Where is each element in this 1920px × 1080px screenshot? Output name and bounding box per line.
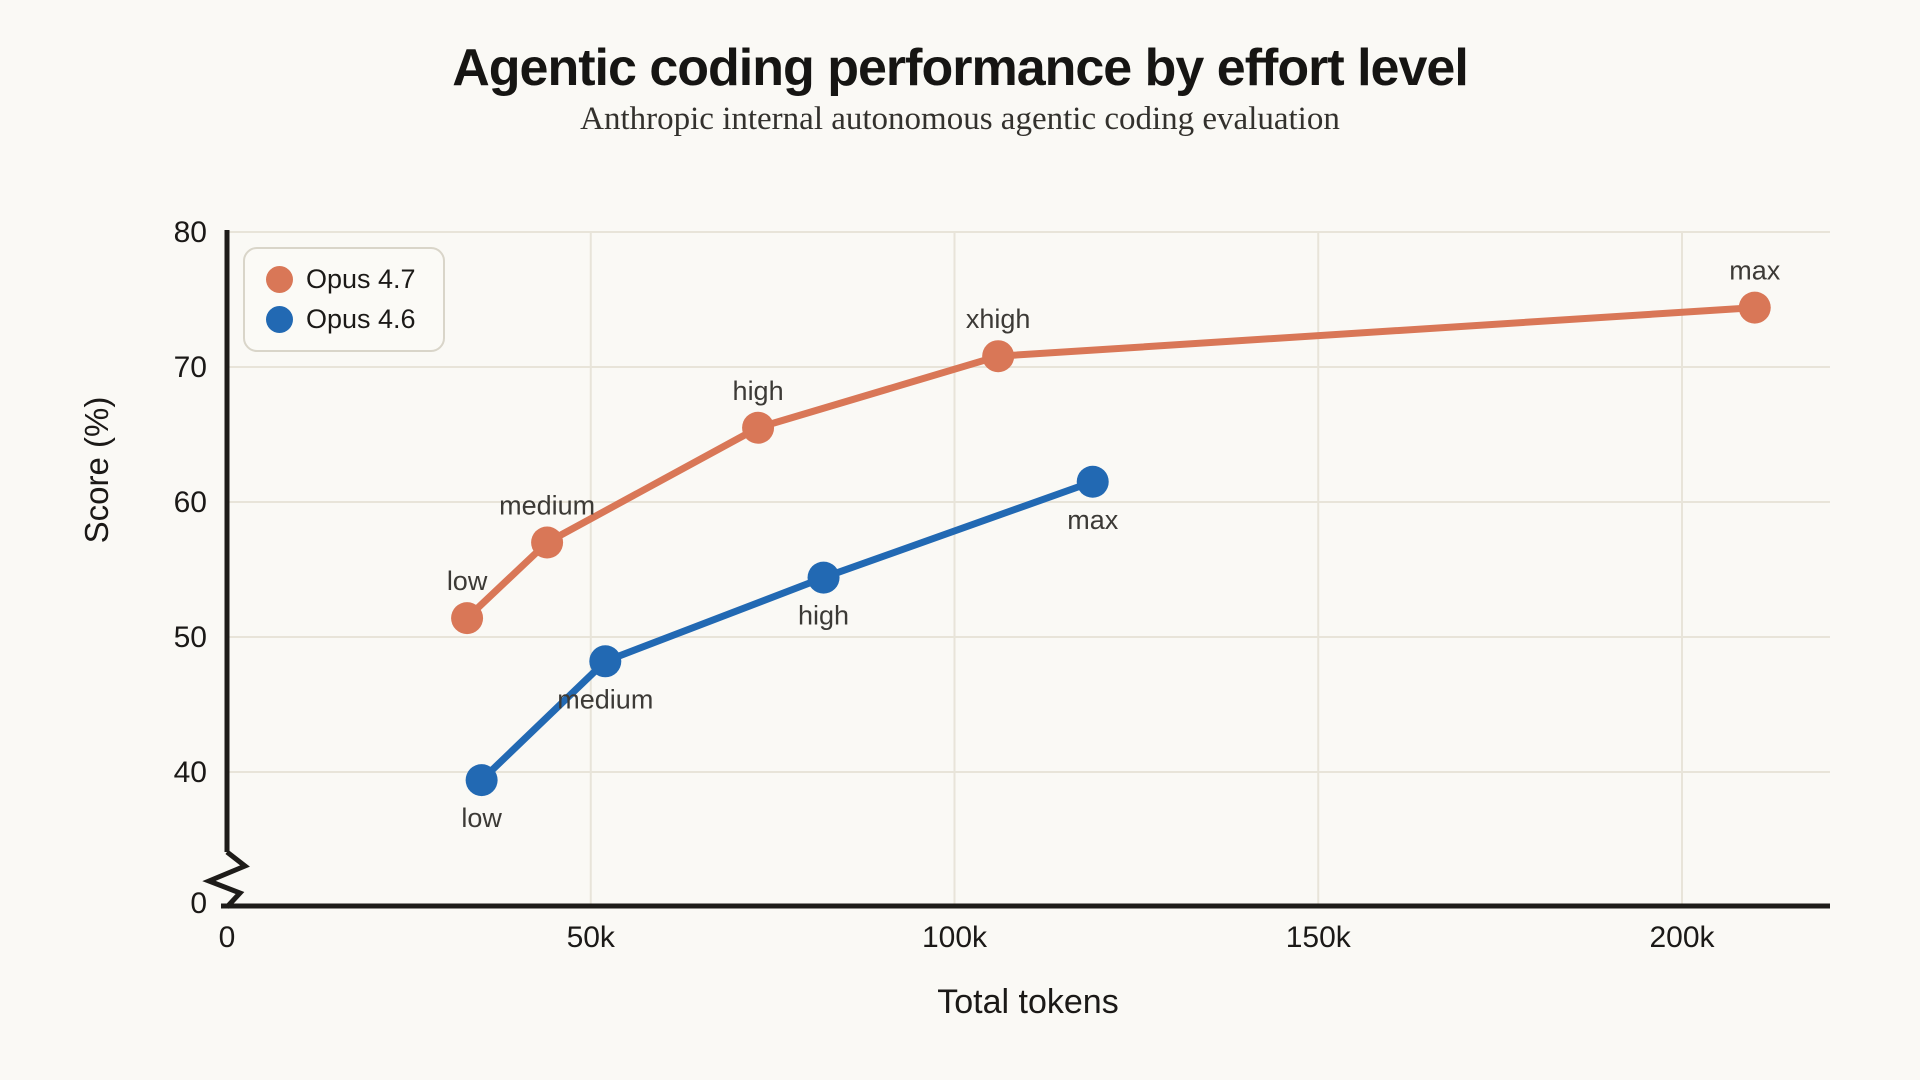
x-tick-label-0: 0 — [219, 921, 236, 954]
y-axis-break-icon — [202, 850, 250, 909]
point-opus-4-6-low — [465, 764, 498, 797]
y-axis-title: Score (%) — [78, 396, 115, 544]
y-tick-label-70: 70 — [174, 351, 207, 384]
legend-swatch-orange-icon — [266, 266, 293, 293]
x-tick-label-100k: 100k — [922, 921, 988, 954]
y-tick-label-60: 60 — [174, 486, 207, 519]
y-tick-label-80: 80 — [174, 216, 207, 249]
point-label-opus-4-7-high: high — [733, 376, 784, 406]
point-label-opus-4-7-max: max — [1729, 256, 1781, 286]
legend-item-opus-4-6: Opus 4.6 — [266, 304, 416, 335]
legend-label: Opus 4.7 — [306, 264, 416, 294]
series-line-opus-4-6 — [478, 478, 1097, 784]
x-axis-title: Total tokens — [937, 983, 1119, 1021]
legend: Opus 4.7 Opus 4.6 — [243, 247, 445, 352]
point-opus-4-7-xhigh — [982, 340, 1015, 373]
point-label-opus-4-7-low: low — [447, 566, 488, 596]
point-label-opus-4-7-xhigh: xhigh — [966, 304, 1031, 334]
point-label-opus-4-6-medium: medium — [557, 684, 653, 714]
point-label-opus-4-6-low: low — [461, 803, 502, 833]
point-label-opus-4-6-max: max — [1067, 505, 1119, 535]
legend-label: Opus 4.6 — [306, 304, 416, 334]
point-opus-4-7-medium — [531, 526, 564, 559]
point-opus-4-7-low — [451, 602, 484, 635]
y-tick-label-50: 50 — [174, 621, 207, 654]
point-opus-4-6-medium — [589, 645, 622, 678]
point-opus-4-6-max — [1076, 465, 1109, 498]
x-tick-label-150k: 150k — [1286, 921, 1352, 954]
legend-item-opus-4-7: Opus 4.7 — [266, 264, 416, 295]
legend-swatch-blue-icon — [266, 306, 293, 333]
y-tick-label-0: 0 — [190, 887, 207, 920]
point-opus-4-7-max — [1738, 291, 1771, 324]
point-label-opus-4-7-medium: medium — [499, 491, 595, 521]
chart-title: Agentic coding performance by effort lev… — [452, 39, 1469, 97]
point-opus-4-7-high — [742, 411, 775, 444]
chart-subtitle: Anthropic internal autonomous agentic co… — [580, 101, 1340, 137]
point-label-opus-4-6-high: high — [798, 601, 849, 631]
x-tick-label-200k: 200k — [1649, 921, 1715, 954]
y-tick-label-40: 40 — [174, 756, 207, 789]
series-line-opus-4-7 — [463, 304, 1759, 622]
x-tick-label-50k: 50k — [567, 921, 616, 954]
point-opus-4-6-high — [807, 561, 840, 594]
